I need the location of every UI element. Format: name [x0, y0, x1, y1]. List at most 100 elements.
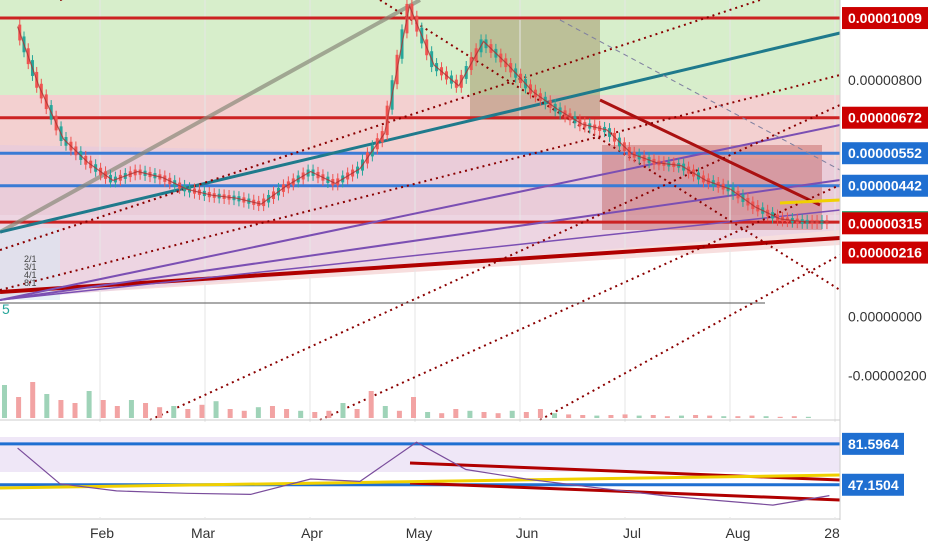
fan-label: 8/1: [24, 278, 37, 288]
grey-trendline: [0, 0, 421, 234]
price-tag-bg: [842, 7, 928, 30]
time-tick-label: Aug: [726, 525, 751, 541]
osc-tag-text: 81.5964: [848, 436, 899, 452]
price-axis-label: 0.00000000: [848, 308, 922, 324]
volume-bar: [509, 410, 515, 418]
volume-bar: [678, 415, 684, 418]
volume-bars: [2, 382, 811, 418]
volume-bar: [340, 403, 346, 418]
price-tag-text: 0.00000552: [848, 145, 922, 161]
osc-axis-label: 81.5964: [842, 432, 904, 455]
volume-bar: [664, 416, 670, 418]
volume-bar: [284, 409, 290, 418]
volume-bar: [481, 412, 487, 418]
blue-corner-zone: [0, 228, 60, 300]
volume-bar: [72, 403, 78, 418]
time-tick-label: Mar: [191, 525, 215, 541]
osc-tag-text: 47.1504: [848, 477, 899, 493]
volume-bar: [396, 410, 402, 418]
price-tag-bg: [842, 106, 928, 129]
price-axis-label: 0.00000315: [842, 212, 928, 235]
fan-label: 3/1: [24, 262, 37, 272]
red-support-line: [0, 236, 841, 294]
volume-bar: [298, 410, 304, 418]
volume-bar: [805, 416, 811, 418]
volume-bar: [537, 409, 543, 418]
price-tag-bg: [842, 241, 928, 264]
corner-label: 5: [2, 301, 10, 317]
price-tag-text: 0.00001009: [848, 10, 922, 26]
osc-axis-label: 47.1504: [842, 473, 904, 496]
osc-tag-bg: [842, 473, 904, 496]
volume-bar: [100, 400, 106, 418]
down-trendline: [599, 98, 821, 207]
volume-bar: [143, 403, 149, 418]
dotted-line-5: [319, 184, 841, 421]
volume-bar: [58, 400, 64, 418]
trend-lines: [0, 0, 841, 421]
volume-bar: [622, 414, 628, 418]
time-tick-label: Jul: [623, 525, 641, 541]
volume-bar: [171, 406, 177, 418]
volume-bar: [411, 397, 416, 418]
volume-bar: [763, 416, 769, 418]
price-tag-bg: [842, 212, 928, 235]
volume-bar: [354, 409, 360, 418]
volume-bar: [213, 401, 219, 418]
volume-bar: [552, 413, 558, 418]
price-tick-text: 0.00000800: [848, 72, 922, 88]
volume-bar: [185, 409, 191, 418]
time-tick-label: Feb: [90, 525, 114, 541]
brown-box: [470, 20, 600, 120]
volume-bar: [368, 391, 374, 418]
teal-trendline: [0, 31, 841, 234]
fan-label: 4/1: [24, 270, 37, 280]
osc-yellow-line: [0, 473, 841, 490]
purple-fan-line-3: [0, 209, 841, 301]
volume-bar: [16, 397, 22, 418]
price-axis[interactable]: 0.00001009 0.00000800 0.00000672 0.00000552…: [842, 7, 928, 384]
osc-band: [0, 437, 840, 472]
price-tag-text: 0.00000315: [848, 215, 922, 231]
time-axis[interactable]: Feb Mar Apr May Jun Jul Aug 28: [90, 525, 840, 541]
dotted-line-2: [0, 0, 761, 251]
volume-bar: [439, 413, 445, 418]
volume-bar: [594, 415, 600, 418]
volume-bar: [566, 414, 572, 418]
volume-bar: [326, 410, 332, 418]
volume-bar: [495, 413, 501, 418]
volume-bar: [721, 416, 727, 418]
volume-bar: [749, 415, 755, 418]
volume-bar: [707, 415, 713, 418]
fan-labels: 2/13/14/18/1: [24, 254, 37, 288]
volume-bar: [227, 409, 233, 418]
volume-bar: [312, 412, 318, 418]
price-tick-text: -0.00000200: [848, 368, 927, 384]
time-tick-label: Jun: [516, 525, 539, 541]
volume-bar: [453, 409, 459, 418]
price-tag-text: 0.00000672: [848, 110, 922, 126]
volume-bar: [30, 382, 36, 418]
price-axis-label: 0.00000672: [842, 106, 928, 129]
price-axis-label: 0.00000216: [842, 241, 928, 264]
osc-axis[interactable]: 81.5964 47.1504: [842, 432, 904, 496]
price-tag-bg: [842, 142, 928, 165]
volume-bar: [382, 406, 388, 418]
time-tick-label: May: [406, 525, 432, 541]
dotted-line-4: [149, 104, 841, 421]
volume-bar: [693, 415, 699, 418]
volume-bar: [114, 406, 120, 418]
price-axis-label: 0.00000800: [848, 72, 922, 88]
volume-bar: [241, 410, 247, 418]
volume-bar: [157, 407, 163, 418]
dotted-line-7: [379, 0, 841, 291]
volume-bar: [650, 415, 656, 418]
volume-bar: [791, 416, 797, 418]
purple-fan-line-1: [0, 124, 841, 301]
volume-bar: [128, 400, 134, 418]
price-axis-label: 0.00000442: [842, 174, 928, 197]
yellow-line: [779, 198, 841, 205]
volume-bar: [735, 416, 741, 418]
green-zone: [0, 0, 840, 95]
